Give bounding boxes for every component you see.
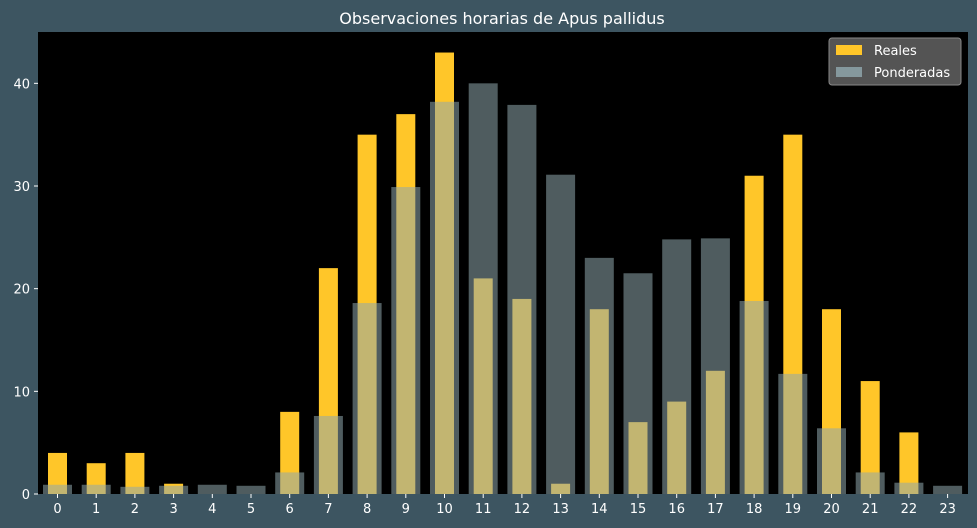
- y-axis: 0 10 20 30 40: [13, 77, 38, 503]
- y-tick-label-10: 10: [13, 385, 30, 400]
- bar-ponderadas-20: [817, 428, 846, 494]
- x-axis: 0 1 2 3 4 5 6 7 8 9 10 11 12 13 14 15 16 17 18 19 20 21 22 23: [53, 494, 956, 517]
- bar-ponderadas-9: [391, 187, 421, 494]
- y-tick-label-30: 30: [13, 180, 30, 195]
- x-tick-label-15: 15: [630, 502, 647, 517]
- x-tick-label-22: 22: [901, 502, 918, 517]
- legend-label-ponderadas: Ponderadas: [874, 66, 950, 81]
- y-tick-label-20: 20: [13, 283, 30, 298]
- x-tick-label-21: 21: [862, 502, 879, 517]
- x-tick-label-6: 6: [286, 502, 294, 517]
- series-ponderadas: [43, 83, 963, 495]
- bar-ponderadas-1: [81, 484, 111, 494]
- bar-ponderadas-22: [894, 482, 924, 494]
- x-tick-label-8: 8: [363, 502, 371, 517]
- x-tick-label-12: 12: [514, 502, 531, 517]
- bar-ponderadas-10: [430, 101, 459, 495]
- bar-ponderadas-12: [507, 104, 537, 494]
- y-tick-label-0: 0: [22, 488, 30, 503]
- bar-ponderadas-6: [275, 472, 305, 494]
- x-tick-label-17: 17: [707, 502, 724, 517]
- bar-ponderadas-15: [623, 273, 653, 494]
- bar-reales-2: [125, 452, 145, 494]
- x-tick-label-3: 3: [169, 502, 177, 517]
- x-tick-label-19: 19: [785, 502, 802, 517]
- bar-ponderadas-3: [159, 485, 189, 494]
- bar-ponderadas-14: [584, 257, 614, 494]
- x-tick-label-9: 9: [402, 502, 410, 517]
- bar-reales-21: [860, 381, 880, 494]
- x-tick-label-0: 0: [53, 502, 61, 517]
- x-tick-label-2: 2: [131, 502, 139, 517]
- x-tick-label-5: 5: [247, 502, 255, 517]
- x-tick-label-20: 20: [823, 502, 840, 517]
- legend-swatch-ponderadas: [836, 67, 862, 77]
- y-tick-label-40: 40: [13, 77, 30, 92]
- bar-ponderadas-21: [855, 472, 885, 494]
- legend-swatch-reales: [836, 45, 862, 55]
- legend: Reales Ponderadas: [828, 37, 962, 86]
- x-tick-label-23: 23: [939, 502, 956, 517]
- bar-reales-22: [899, 432, 919, 494]
- bar-ponderadas-19: [778, 373, 808, 494]
- bar-reales-0: [48, 452, 67, 494]
- x-tick-label-13: 13: [552, 502, 569, 517]
- plot-area: [38, 32, 968, 494]
- bar-ponderadas-16: [662, 239, 692, 494]
- x-tick-label-4: 4: [208, 502, 216, 517]
- bar-ponderadas-8: [352, 303, 382, 494]
- bar-ponderadas-13: [546, 174, 576, 494]
- bar-ponderadas-0: [43, 484, 72, 494]
- legend-label-reales: Reales: [874, 44, 917, 59]
- bar-ponderadas-17: [700, 238, 730, 494]
- x-tick-label-11: 11: [475, 502, 492, 517]
- bar-ponderadas-5: [236, 485, 266, 494]
- bar-ponderadas-4: [197, 484, 227, 494]
- bar-ponderadas-11: [468, 83, 498, 494]
- x-tick-label-10: 10: [436, 502, 453, 517]
- x-tick-label-16: 16: [668, 502, 685, 517]
- chart-title: Observaciones horarias de Apus pallidus: [339, 9, 664, 28]
- bar-ponderadas-18: [739, 300, 769, 494]
- x-tick-label-7: 7: [324, 502, 332, 517]
- x-tick-label-18: 18: [746, 502, 763, 517]
- bar-ponderadas-7: [313, 415, 343, 494]
- bar-ponderadas-2: [120, 486, 150, 494]
- x-tick-label-14: 14: [591, 502, 608, 517]
- x-tick-label-1: 1: [92, 502, 100, 517]
- bar-ponderadas-23: [933, 485, 963, 494]
